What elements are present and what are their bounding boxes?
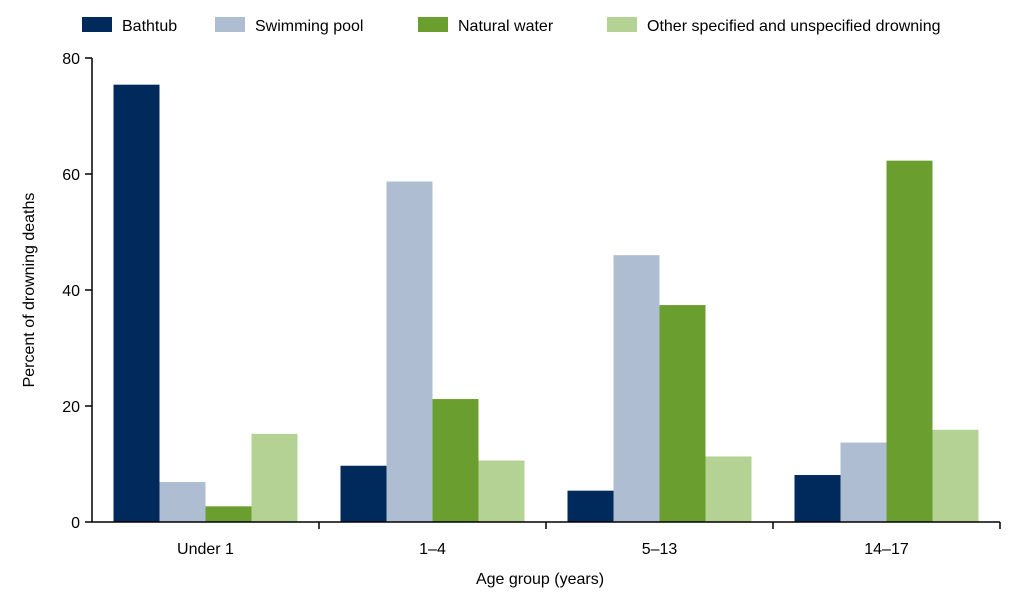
bar-other-specified-and-unspecified-drowning-1	[251, 433, 298, 522]
y-tick-label: 60	[62, 167, 80, 184]
bar-other-specified-and-unspecified-drowning-4	[932, 429, 979, 522]
chart-legend: Bathtub Swimming pool Natural water Other s…	[82, 17, 941, 35]
x-axis-label: Age group (years)	[476, 571, 604, 588]
y-tick-label: 40	[62, 283, 80, 300]
x-tick-label: 14–17	[864, 541, 909, 558]
bar-swimming-pool-1	[159, 481, 206, 522]
bar-natural-water-2	[432, 399, 479, 522]
y-tick-label: 0	[71, 515, 80, 532]
bar-swimming-pool-2	[386, 181, 433, 523]
bar-other-specified-and-unspecified-drowning-3	[705, 456, 752, 522]
y-ticks: 0 20 40 60 80	[62, 51, 92, 532]
legend-swatch-3	[418, 17, 448, 32]
bar-bathtub-2	[340, 465, 387, 522]
legend-swatch-1	[82, 17, 112, 32]
bar-bathtub-1	[113, 84, 160, 523]
bar-other-specified-and-unspecified-drowning-2	[478, 460, 525, 522]
bar-swimming-pool-4	[840, 442, 887, 522]
x-tick-label: 1–4	[419, 541, 446, 558]
bar-swimming-pool-3	[613, 255, 660, 522]
y-axis-label: Percent of drowning deaths	[21, 193, 38, 388]
legend-swatch-4	[607, 17, 637, 32]
legend-label-2: Swimming pool	[255, 18, 363, 35]
x-tick-label: Under 1	[177, 541, 234, 558]
x-tick-label: 5–13	[642, 541, 678, 558]
x-ticks: Under 1 1–4 5–13 14–17	[177, 522, 1001, 558]
bars-group	[113, 84, 979, 523]
bar-natural-water-3	[659, 305, 706, 522]
y-tick-label: 80	[62, 51, 80, 68]
bar-natural-water-1	[205, 506, 252, 522]
legend-swatch-2	[215, 17, 245, 32]
bar-bathtub-3	[567, 490, 614, 522]
bar-natural-water-4	[886, 160, 933, 522]
bar-bathtub-4	[794, 475, 841, 522]
y-tick-label: 20	[62, 399, 80, 416]
legend-label-3: Natural water	[458, 18, 554, 35]
legend-label-1: Bathtub	[122, 18, 177, 35]
legend-label-4: Other specified and unspecified drowning	[647, 18, 941, 35]
